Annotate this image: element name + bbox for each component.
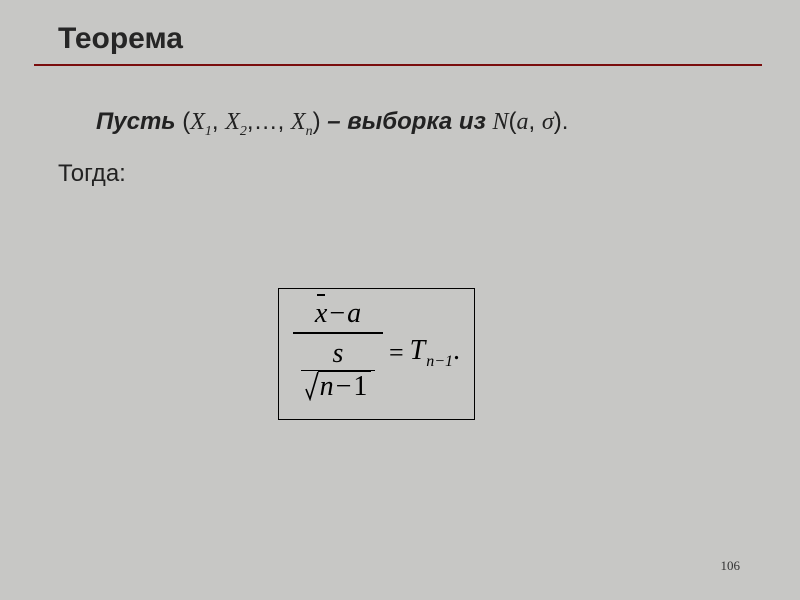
equation-row: x−a s n−1: [293, 297, 460, 409]
radicand: n−1: [318, 371, 372, 403]
slide-title: Теорема: [36, 22, 764, 56]
T-subscript: n−1: [425, 353, 453, 370]
radical-icon: [305, 371, 319, 401]
sqrt: n−1: [305, 371, 372, 403]
close-paren: ): [313, 108, 321, 135]
slide-body: Теорема Пусть (X1, X2,…, Xn) – выборка и…: [0, 0, 800, 600]
var-xn: X: [291, 109, 306, 135]
param-sigma: σ: [542, 109, 554, 135]
dist-N: N: [493, 109, 509, 135]
title-rule: [34, 64, 762, 66]
minus-1: −: [327, 298, 347, 329]
dist-close: ).: [554, 108, 569, 135]
inner-fraction: s n−1: [301, 338, 376, 409]
rad-n: n: [320, 371, 334, 402]
premise-lead: Пусть: [96, 108, 182, 135]
final-dot: .: [453, 335, 460, 366]
minus-2: −: [334, 371, 354, 402]
param-a: a: [517, 109, 529, 135]
x-bar: x: [315, 297, 327, 330]
inner-num-s: s: [301, 338, 376, 370]
page-number: 106: [721, 558, 741, 574]
outer-denominator: s n−1: [301, 334, 376, 409]
sub-1: 1: [205, 124, 212, 139]
formula-box: x−a s n−1: [278, 288, 475, 420]
var-x2: X: [225, 109, 240, 135]
equals: =: [389, 338, 404, 368]
outer-numerator: x−a: [315, 297, 361, 332]
slide: Теорема Пусть (X1, X2,…, Xn) – выборка и…: [0, 0, 800, 600]
sub-n: n: [306, 124, 313, 139]
premise-tail: – выборка из: [321, 108, 493, 135]
var-x1: X: [190, 109, 205, 135]
rad-1: 1: [353, 371, 367, 402]
param-sep: ,: [529, 108, 542, 135]
rhs: Tn−1.: [410, 335, 460, 371]
T: T: [410, 335, 426, 366]
then-line: Тогда:: [36, 160, 764, 188]
lhs-fraction: x−a s n−1: [293, 297, 383, 409]
dist-open: (: [509, 108, 517, 135]
premise-line: Пусть (X1, X2,…, Xn) – выборка из N(a, σ…: [36, 108, 764, 140]
ellipsis: ,…,: [247, 108, 291, 135]
sub-2: 2: [240, 124, 247, 139]
param-a-2: a: [347, 298, 361, 329]
sep1: ,: [212, 108, 225, 135]
inner-den: n−1: [301, 370, 376, 409]
